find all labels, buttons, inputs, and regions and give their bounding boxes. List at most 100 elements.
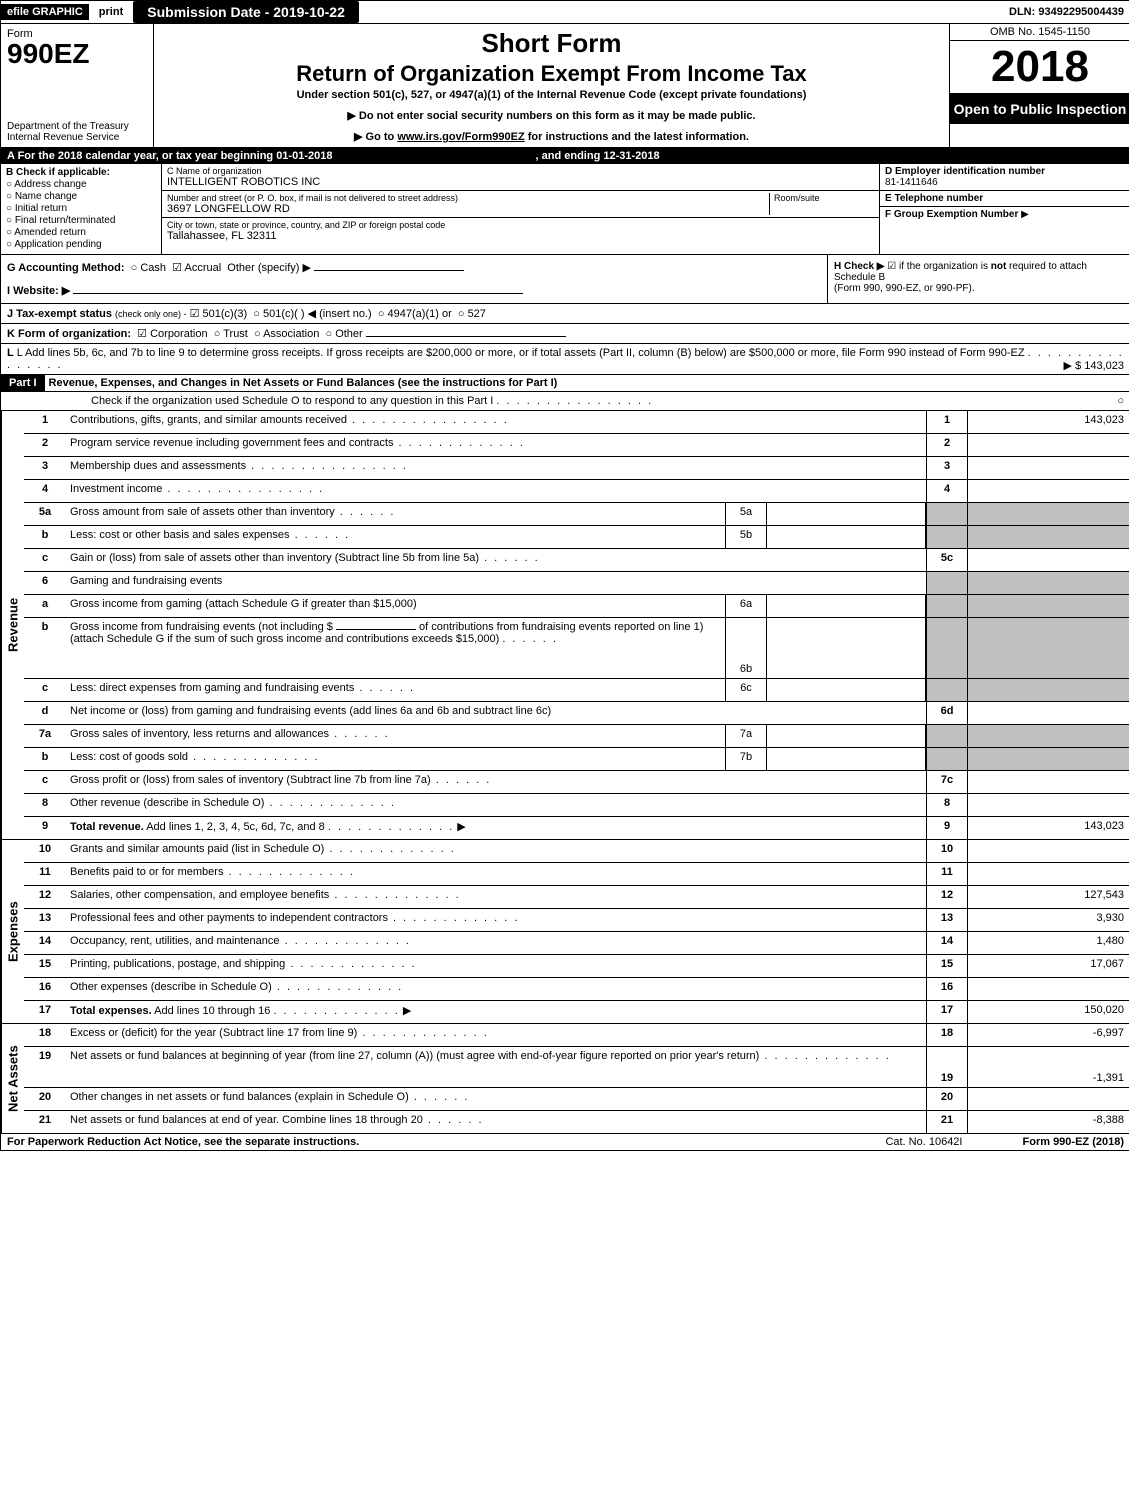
line-7a: 7a Gross sales of inventory, less return… xyxy=(24,725,1129,748)
ln5a-rn xyxy=(926,503,967,525)
part1-check-text: Check if the organization used Schedule … xyxy=(91,395,493,407)
ln17-desc: Total expenses. Add lines 10 through 16 xyxy=(66,1001,926,1023)
chk-final-return[interactable]: Final return/terminated xyxy=(6,215,156,226)
ln6d-num: d xyxy=(24,702,66,724)
do-not-enter-ssn: Do not enter social security numbers on … xyxy=(160,109,943,122)
ln6-rn xyxy=(926,572,967,594)
revenue-section: Revenue 1 Contributions, gifts, grants, … xyxy=(1,411,1129,840)
ln5b-rn xyxy=(926,526,967,548)
line-10: 10 Grants and similar amounts paid (list… xyxy=(24,840,1129,863)
line-6a: a Gross income from gaming (attach Sched… xyxy=(24,595,1129,618)
ln7b-desc: Less: cost of goods sold xyxy=(66,748,725,770)
g-label: G Accounting Method: xyxy=(7,262,125,274)
chk-address-change[interactable]: Address change xyxy=(6,179,156,190)
ln3-desc: Membership dues and assessments xyxy=(66,457,926,479)
ln7a-mn: 7a xyxy=(725,725,767,747)
cat-number: Cat. No. 10642I xyxy=(885,1136,962,1148)
h-text2: (Form 990, 990-EZ, or 990-PF). xyxy=(834,283,975,294)
expenses-section: Expenses 10 Grants and similar amounts p… xyxy=(1,840,1129,1024)
chk-association[interactable]: Association xyxy=(254,328,319,340)
k-other-input[interactable] xyxy=(366,336,566,337)
chk-501c3[interactable]: 501(c)(3) xyxy=(190,308,248,320)
ln6b-mn: 6b xyxy=(725,618,767,678)
chk-trust[interactable]: Trust xyxy=(214,328,248,340)
ln12-num: 12 xyxy=(24,886,66,908)
ln6b-num: b xyxy=(24,618,66,678)
line-6: 6 Gaming and fundraising events xyxy=(24,572,1129,595)
part1-check-box[interactable]: ○ xyxy=(1117,395,1124,407)
line-17: 17 Total expenses. Add lines 10 through … xyxy=(24,1001,1129,1023)
chk-501c[interactable]: 501(c)( ) xyxy=(253,308,304,320)
ln12-rn: 12 xyxy=(926,886,967,908)
line-1: 1 Contributions, gifts, grants, and simi… xyxy=(24,411,1129,434)
ln13-rv: 3,930 xyxy=(967,909,1129,931)
row-k: K Form of organization: Corporation Trus… xyxy=(1,324,1129,344)
ln6c-rn xyxy=(926,679,967,701)
box-b-label: B Check if applicable: xyxy=(6,167,156,178)
chk-h[interactable] xyxy=(887,261,899,272)
ln6-rv xyxy=(967,572,1129,594)
irs-link[interactable]: www.irs.gov/Form990EZ xyxy=(397,131,524,143)
org-addr-label: Number and street (or P. O. box, if mail… xyxy=(167,193,769,203)
chk-application-pending[interactable]: Application pending xyxy=(6,239,156,250)
print-link[interactable]: print xyxy=(89,4,133,20)
ln7b-mv xyxy=(767,748,926,770)
row-l: L L Add lines 5b, 6c, and 7b to line 9 t… xyxy=(1,344,1129,375)
ln17-num: 17 xyxy=(24,1001,66,1023)
ln7b-num: b xyxy=(24,748,66,770)
line-8: 8 Other revenue (describe in Schedule O)… xyxy=(24,794,1129,817)
insert-no: (insert no.) xyxy=(319,308,372,320)
ln6b-amount-input[interactable] xyxy=(336,629,416,630)
g-other-input[interactable] xyxy=(314,270,464,271)
ln19-rv: -1,391 xyxy=(967,1047,1129,1087)
row-g: G Accounting Method: Cash Accrual Other … xyxy=(1,255,827,303)
header-right: OMB No. 1545-1150 2018 Open to Public In… xyxy=(949,24,1129,147)
chk-4947[interactable]: 4947(a)(1) or xyxy=(378,308,452,320)
page-footer: For Paperwork Reduction Act Notice, see … xyxy=(1,1134,1129,1150)
chk-initial-return[interactable]: Initial return xyxy=(6,203,156,214)
chk-527[interactable]: 527 xyxy=(458,308,486,320)
org-city-label: City or town, state or province, country… xyxy=(167,220,874,230)
ln6d-rv xyxy=(967,702,1129,724)
ln20-rn: 20 xyxy=(926,1088,967,1110)
row-j: J Tax-exempt status (check only one) - 5… xyxy=(1,304,1129,324)
ln11-rn: 11 xyxy=(926,863,967,885)
ln7a-rn xyxy=(926,725,967,747)
org-name-label: C Name of organization xyxy=(167,166,874,176)
ln12-desc: Salaries, other compensation, and employ… xyxy=(66,886,926,908)
chk-corporation[interactable]: Corporation xyxy=(137,328,207,340)
ln10-rn: 10 xyxy=(926,840,967,862)
chk-other-org[interactable]: Other xyxy=(325,328,362,340)
chk-cash[interactable]: Cash xyxy=(131,262,166,274)
line-7b: b Less: cost of goods sold 7b xyxy=(24,748,1129,771)
g-other: Other (specify) xyxy=(227,262,299,274)
header-left: Form 990EZ Department of the Treasury In… xyxy=(1,24,154,147)
ln21-rn: 21 xyxy=(926,1111,967,1133)
website-input[interactable] xyxy=(73,293,523,294)
ln15-num: 15 xyxy=(24,955,66,977)
ln5a-num: 5a xyxy=(24,503,66,525)
group-exemption-row: F Group Exemption Number ▶ xyxy=(880,207,1129,222)
line-15: 15 Printing, publications, postage, and … xyxy=(24,955,1129,978)
ln9-rv: 143,023 xyxy=(967,817,1129,839)
expenses-lines: 10 Grants and similar amounts paid (list… xyxy=(24,840,1129,1023)
ln8-desc: Other revenue (describe in Schedule O) xyxy=(66,794,926,816)
ln7a-desc: Gross sales of inventory, less returns a… xyxy=(66,725,725,747)
chk-amended-return[interactable]: Amended return xyxy=(6,227,156,238)
ln1-desc: Contributions, gifts, grants, and simila… xyxy=(66,411,926,433)
line-5a: 5a Gross amount from sale of assets othe… xyxy=(24,503,1129,526)
period-end: , and ending 12-31-2018 xyxy=(536,150,660,162)
ln6a-mn: 6a xyxy=(725,595,767,617)
line-5b: b Less: cost or other basis and sales ex… xyxy=(24,526,1129,549)
net-assets-side-label: Net Assets xyxy=(1,1024,24,1133)
chk-accrual[interactable]: Accrual xyxy=(172,262,221,274)
line-11: 11 Benefits paid to or for members 11 xyxy=(24,863,1129,886)
ln6c-num: c xyxy=(24,679,66,701)
chk-name-change[interactable]: Name change xyxy=(6,191,156,202)
ln4-rv xyxy=(967,480,1129,502)
ln7a-rv xyxy=(967,725,1129,747)
ln1-rn: 1 xyxy=(926,411,967,433)
ln6c-desc: Less: direct expenses from gaming and fu… xyxy=(66,679,725,701)
dept-line2: Internal Revenue Service xyxy=(7,132,147,143)
ln6b-d1: Gross income from fundraising events (no… xyxy=(70,621,333,633)
